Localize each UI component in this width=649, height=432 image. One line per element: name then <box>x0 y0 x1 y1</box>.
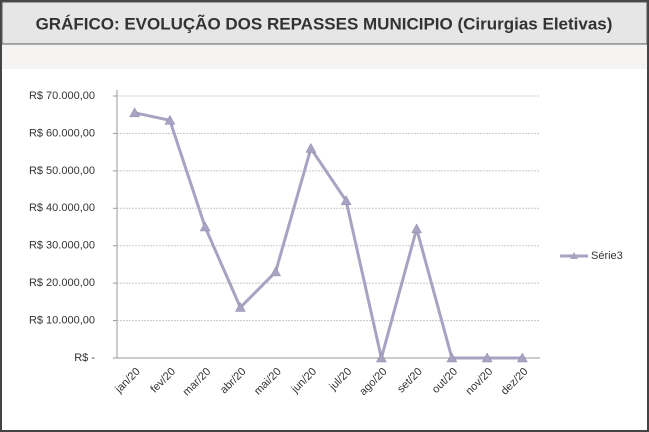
y-tick-label: R$ 30.000,00 <box>29 240 95 252</box>
y-tick-label: R$ 20.000,00 <box>29 277 95 289</box>
marker <box>270 266 282 277</box>
marker <box>446 352 458 363</box>
y-tick-label: R$ 40.000,00 <box>29 202 95 214</box>
y-tick-label: R$ - <box>74 352 95 364</box>
sub-band <box>2 45 647 69</box>
y-tick-label: R$ 60.000,00 <box>29 127 95 139</box>
marker <box>234 301 246 312</box>
legend-marker <box>570 252 578 259</box>
chart-title: GRÁFICO: EVOLUÇÃO DOS REPASSES MUNICIPIO… <box>36 13 613 33</box>
marker <box>481 352 493 363</box>
marker <box>340 195 352 206</box>
title-band <box>1 1 648 45</box>
legend-label: Série3 <box>591 250 623 262</box>
marker <box>199 221 211 232</box>
y-tick-label: R$ 50.000,00 <box>29 165 95 177</box>
y-tick-label: R$ 70.000,00 <box>29 90 95 102</box>
marker <box>305 142 317 153</box>
y-tick-label: R$ 10.000,00 <box>29 314 95 326</box>
marker <box>375 352 387 363</box>
series-line <box>134 111 523 360</box>
marker <box>516 352 528 363</box>
marker <box>164 114 176 125</box>
marker <box>411 223 423 234</box>
marker <box>129 107 141 118</box>
